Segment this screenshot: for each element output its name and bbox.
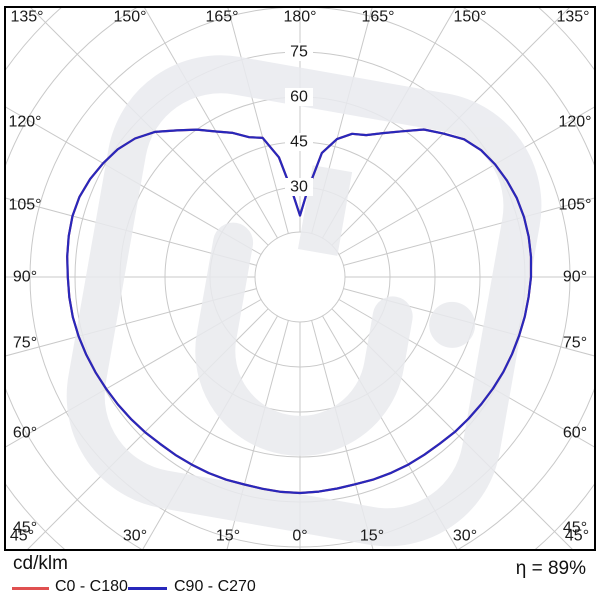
watermark-bar <box>297 165 353 256</box>
angle-label-bottom: 30° <box>123 528 147 545</box>
radial-label-halo <box>285 133 313 151</box>
grid-spoke <box>5 197 257 266</box>
angle-label-bottom: 45° <box>565 528 589 545</box>
watermark-dot <box>429 301 476 348</box>
radial-label-halo <box>285 178 313 196</box>
grid-spoke <box>343 197 595 266</box>
angle-label-right: 75° <box>563 335 587 352</box>
c90-c270-legend-label: C90 - C270 <box>174 578 256 595</box>
angle-label-top: 165° <box>205 9 238 26</box>
angle-label-bottom: 30° <box>453 528 477 545</box>
angle-label-bottom: 15° <box>360 528 384 545</box>
angle-label-bottom: 15° <box>216 528 240 545</box>
unit-label: cd/klm <box>13 553 68 574</box>
angle-label-top: 150° <box>113 9 146 26</box>
angle-label-left: 105° <box>8 197 41 214</box>
radial-label-halo <box>285 43 313 61</box>
radial-tick-label: 30 <box>290 179 308 196</box>
radial-tick-label: 60 <box>290 89 308 106</box>
grid-spoke <box>5 106 262 255</box>
angle-label-top: 180° <box>283 9 316 26</box>
radial-axis-labels: 30 45 60 75 <box>285 43 313 196</box>
angle-label-right: 105° <box>558 197 591 214</box>
angle-label-left: 120° <box>8 114 41 131</box>
angle-label-right: 90° <box>563 269 587 286</box>
efficiency-label: η = 89% <box>515 558 586 579</box>
angle-label-left: 60° <box>13 425 37 442</box>
brand-watermark <box>66 55 542 547</box>
angle-label-left: 90° <box>13 269 37 286</box>
angle-label-left: 75° <box>13 335 37 352</box>
plot-border <box>4 6 596 551</box>
radial-tick-label: 75 <box>290 44 308 61</box>
angle-labels: 135° 150° 165° 180° 165° 150° 135° 45° 30° 15° 0° 1… <box>8 9 591 545</box>
c0-c180-legend-label: C0 - C180 <box>55 578 128 595</box>
angle-label-right: 60° <box>563 425 587 442</box>
watermark-glyph <box>195 222 413 456</box>
angle-label-top: 135° <box>10 9 43 26</box>
angle-label-top: 135° <box>556 9 589 26</box>
radial-tick-label: 45 <box>290 134 308 151</box>
angle-label-bottom: 45° <box>10 528 34 545</box>
angle-label-right: 120° <box>558 114 591 131</box>
distribution-curves <box>66 128 533 495</box>
angle-label-bottom: 0° <box>292 528 307 545</box>
angle-label-right: 45° <box>563 520 587 537</box>
legend: cd/klm C0 - C180 C90 - C270 η = 89% <box>0 551 600 600</box>
grid-spoke <box>227 7 289 234</box>
grid-spoke <box>5 288 257 357</box>
grid-spoke <box>322 315 459 550</box>
angle-label-top: 165° <box>361 9 394 26</box>
c0-c180-legend-line <box>12 587 49 590</box>
grid-spoke <box>322 7 457 239</box>
c90-c270-legend-line <box>128 587 167 590</box>
angle-label-top: 150° <box>453 9 486 26</box>
radial-label-halo <box>285 88 313 106</box>
c90-c270-curve <box>66 128 533 495</box>
watermark-outline <box>66 55 542 547</box>
angle-label-left: 45° <box>13 520 37 537</box>
